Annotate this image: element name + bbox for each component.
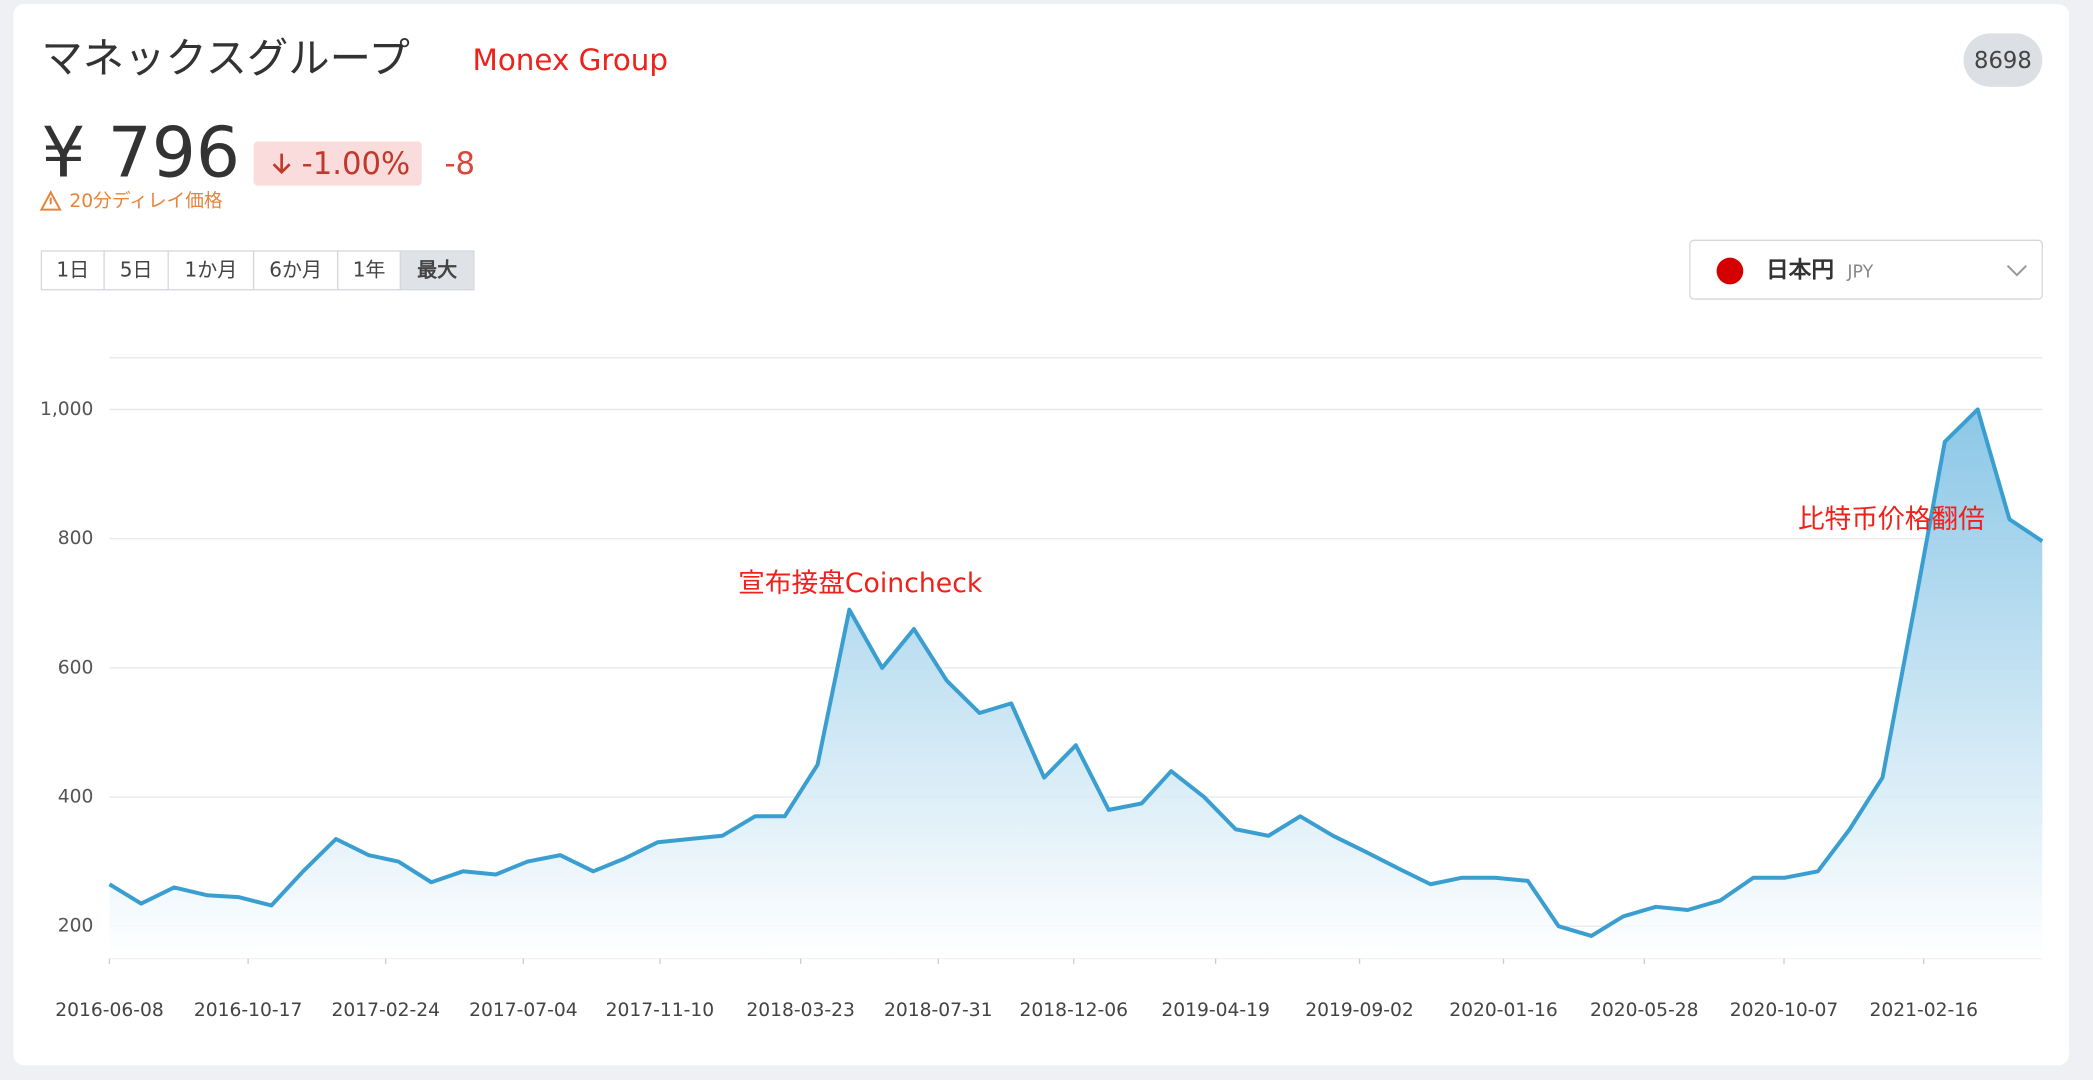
price-line: [108, 407, 2044, 938]
range-button[interactable]: [337, 250, 402, 291]
price: ¥ 796: [41, 114, 240, 194]
change-absolute: -8: [444, 147, 475, 182]
range-button[interactable]: [252, 250, 339, 291]
range-selector: 1日 5日 1か月 6か月 1年 最大: [40, 250, 475, 291]
change-box: [253, 141, 422, 186]
x-tick-label: 2018-07-31: [884, 1000, 993, 1021]
x-tick-label: 2017-07-04: [469, 1000, 578, 1021]
y-tick-label: 800: [58, 528, 94, 549]
y-tick-label: 600: [58, 657, 94, 678]
currency-name: 日本円: [1766, 258, 1834, 284]
delay-note: 20分ディレイ価格: [69, 191, 222, 212]
range-label: 1か月: [185, 258, 238, 282]
x-tick-label: 2020-01-16: [1449, 1000, 1558, 1021]
range-button[interactable]: [103, 250, 169, 291]
down-arrow: [272, 153, 291, 175]
x-tick-label: 2021-02-16: [1869, 1000, 1978, 1021]
range-button[interactable]: [399, 250, 475, 291]
range-label: 1日: [56, 258, 89, 282]
code-badge: [1963, 33, 2043, 87]
range-label: 最大: [417, 258, 457, 282]
card: [13, 4, 2069, 1066]
x-tick-label: 2016-10-17: [194, 1000, 303, 1021]
x-tick-label: 2019-04-19: [1161, 1000, 1270, 1021]
y-tick-label: 200: [58, 916, 94, 937]
annotation: 宣布接盘Coincheck: [738, 568, 983, 599]
range-label: 5日: [120, 258, 153, 282]
currency-code: JPY: [1846, 262, 1873, 282]
x-tick-label: 2017-02-24: [331, 1000, 440, 1021]
change-percent: -1.00%: [302, 147, 411, 182]
title-note: Monex Group: [473, 43, 669, 77]
flag-icon: [1716, 257, 1744, 285]
x-tick-label: 2017-11-10: [606, 1000, 715, 1021]
annotation: 比特币价格翻倍: [1798, 504, 1985, 535]
x-tick-label: 2020-10-07: [1730, 1000, 1839, 1021]
stock-title: マネックスグループ: [41, 34, 410, 82]
range-label: 6か月: [269, 258, 322, 282]
x-tick-label: 2019-09-02: [1305, 1000, 1414, 1021]
currency-select[interactable]: [1689, 239, 2043, 300]
x-tick-label: 2020-05-28: [1590, 1000, 1699, 1021]
y-tick-label: 1,000: [40, 399, 93, 420]
x-tick-label: 2018-12-06: [1019, 1000, 1128, 1021]
area: [109, 409, 2043, 959]
range-button[interactable]: [167, 250, 255, 291]
stock-code: 8698: [1974, 48, 2032, 74]
warning-icon: [39, 190, 62, 211]
x-tick-label: 2018-03-23: [746, 1000, 855, 1021]
x-tick-label: 2016-06-08: [55, 1000, 164, 1021]
range-label: 1年: [353, 258, 386, 282]
chevron: [2006, 264, 2027, 277]
y-tick-label: 400: [58, 786, 94, 807]
chart: 200 400 600 800 1,000 2016-06-08 2016-10-17 201…: [40, 357, 2044, 1021]
